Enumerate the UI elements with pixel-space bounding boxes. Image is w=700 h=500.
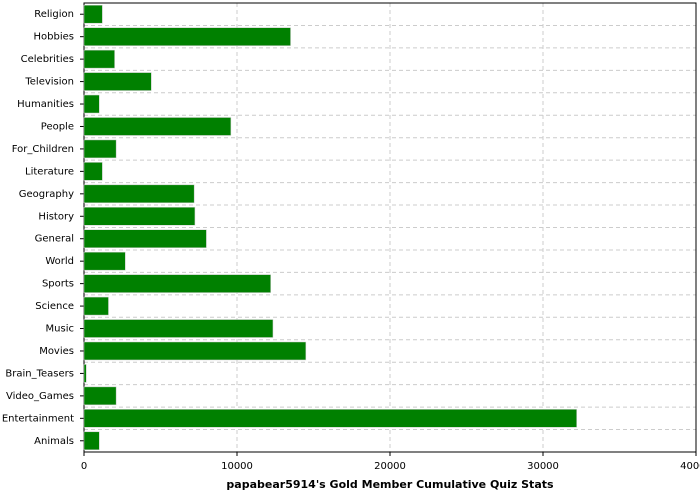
bar	[83, 72, 152, 91]
y-tick-label: Brain_Teasers	[5, 368, 74, 379]
y-tick-label: Science	[35, 301, 74, 312]
bar	[83, 229, 207, 248]
bar	[83, 319, 274, 338]
y-tick-label: Sports	[42, 279, 74, 290]
x-tick-label: 30000	[527, 461, 559, 472]
x-tick-label: 20000	[374, 461, 406, 472]
y-tick-label: History	[38, 211, 74, 222]
y-tick-label: Hobbies	[34, 32, 74, 43]
y-tick-label: Humanities	[17, 99, 74, 110]
y-tick-label: Religion	[34, 9, 74, 20]
bar	[83, 341, 307, 361]
y-tick-label: Video_Games	[6, 391, 74, 402]
y-tick-label: Literature	[25, 166, 74, 177]
bar	[83, 364, 87, 383]
y-tick-label: For_Children	[12, 144, 74, 155]
bar	[83, 251, 126, 271]
x-tick-label: 0	[81, 461, 87, 472]
bar	[83, 274, 271, 293]
x-tick-label: 40000	[680, 461, 700, 472]
y-tick-label: Celebrities	[21, 54, 74, 65]
bar	[83, 27, 291, 46]
y-tick-label: Entertainment	[2, 413, 74, 424]
y-tick-label: World	[45, 256, 74, 267]
y-tick-label: People	[41, 121, 74, 132]
y-tick-label: General	[35, 234, 74, 245]
chart-title: papabear5914's Gold Member Cumulative Qu…	[226, 478, 554, 491]
bar	[83, 4, 103, 24]
y-tick-label: Movies	[39, 346, 74, 357]
bar	[83, 139, 117, 159]
bar	[83, 409, 577, 428]
x-tick-label: 10000	[221, 461, 253, 472]
bar	[83, 386, 117, 406]
bar	[83, 207, 196, 226]
plot-frame	[83, 2, 697, 453]
bar	[83, 49, 115, 69]
bar	[83, 184, 195, 204]
y-tick-label: Television	[24, 77, 74, 88]
y-tick-label: Geography	[19, 189, 74, 200]
bar	[83, 117, 232, 136]
bar	[83, 431, 100, 451]
bar	[83, 94, 100, 114]
bar	[83, 296, 109, 316]
y-tick-label: Music	[46, 324, 74, 335]
bar	[83, 162, 103, 181]
y-tick-label: Animals	[34, 436, 74, 447]
